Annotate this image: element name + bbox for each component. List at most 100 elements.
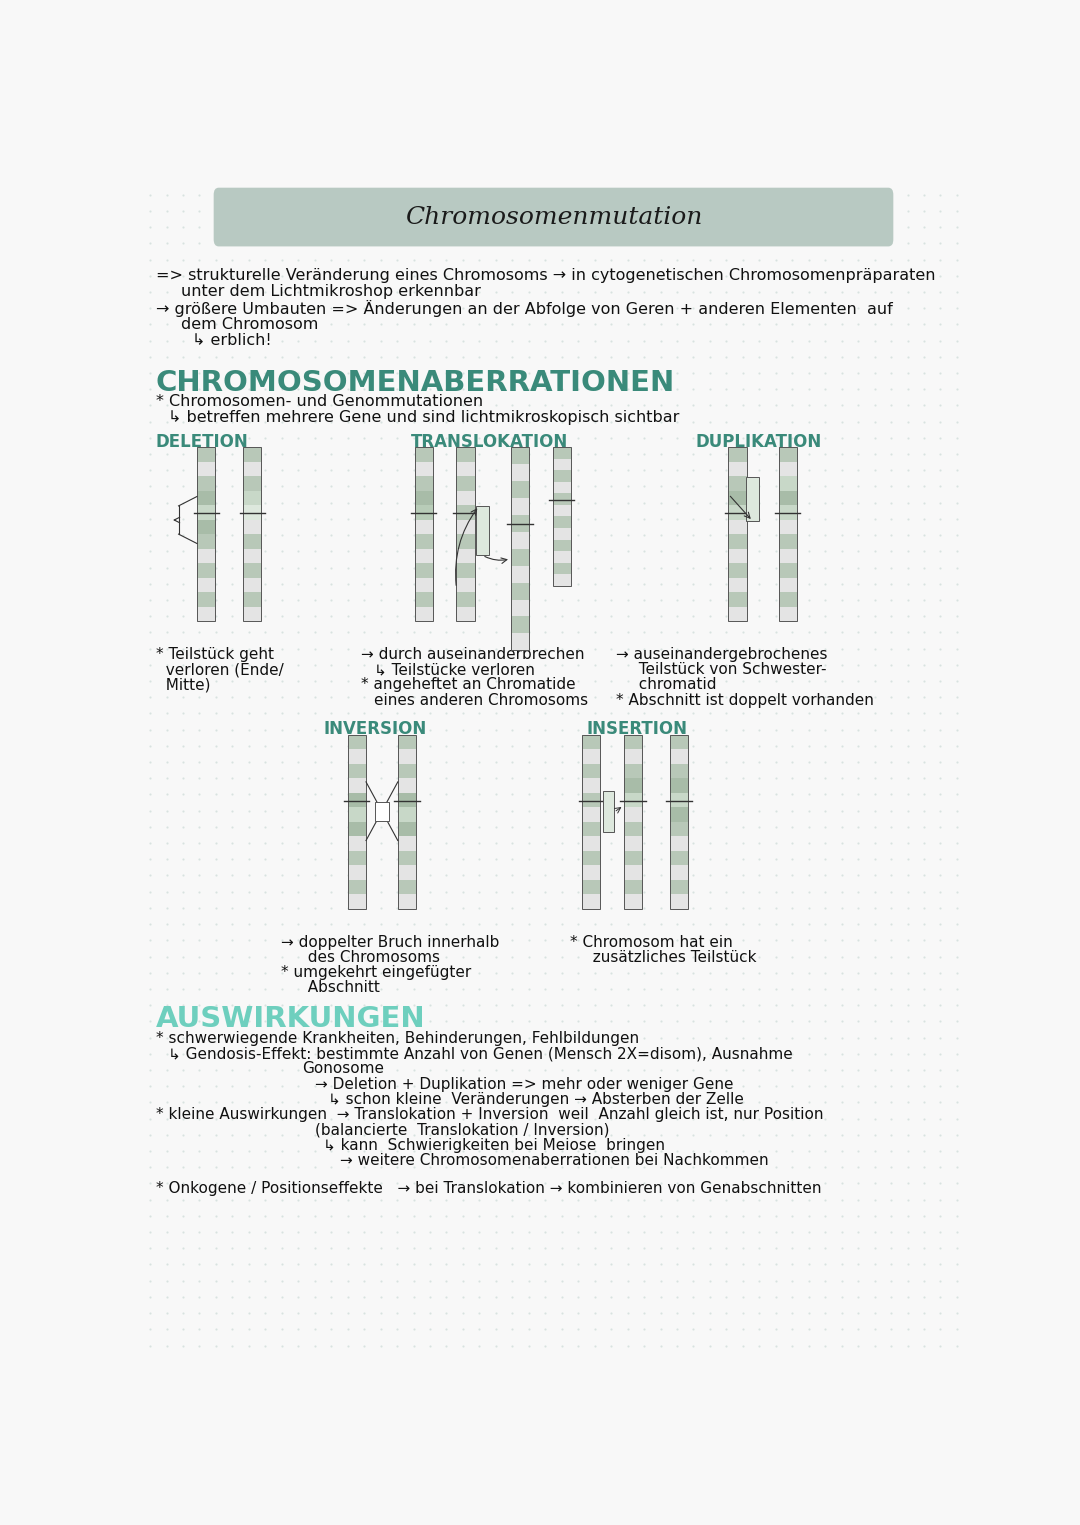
Bar bbox=[457, 476, 475, 491]
Text: verloren (Ende/: verloren (Ende/ bbox=[156, 662, 284, 677]
Text: (balancierte  Translokation / Inversion): (balancierte Translokation / Inversion) bbox=[315, 1122, 609, 1138]
Bar bbox=[553, 459, 571, 470]
Bar bbox=[397, 851, 416, 865]
Bar bbox=[348, 836, 366, 851]
Bar bbox=[624, 894, 643, 909]
Bar bbox=[197, 462, 215, 476]
Bar bbox=[728, 592, 747, 607]
Bar bbox=[415, 476, 433, 491]
Text: * angeheftet an Chromatide: * angeheftet an Chromatide bbox=[361, 677, 576, 692]
Text: → weitere Chromosomenaberrationen bei Nachkommen: → weitere Chromosomenaberrationen bei Na… bbox=[340, 1153, 769, 1168]
Bar bbox=[348, 735, 366, 749]
Bar bbox=[348, 822, 366, 836]
Text: Chromosomenmutation: Chromosomenmutation bbox=[405, 206, 702, 229]
Text: * umgekehrt eingefügter: * umgekehrt eingefügter bbox=[282, 965, 472, 981]
Text: INSERTION: INSERTION bbox=[588, 720, 688, 738]
Bar bbox=[670, 793, 688, 807]
Bar bbox=[728, 462, 747, 476]
Bar bbox=[197, 534, 215, 549]
Bar bbox=[457, 447, 475, 621]
Bar bbox=[397, 894, 416, 909]
Bar bbox=[728, 505, 747, 520]
Text: TRANSLOKATION: TRANSLOKATION bbox=[411, 433, 568, 451]
Bar bbox=[779, 578, 797, 592]
Text: Mitte): Mitte) bbox=[156, 677, 211, 692]
Bar bbox=[348, 778, 366, 793]
Bar bbox=[457, 534, 475, 549]
Bar bbox=[582, 735, 600, 749]
Bar bbox=[670, 778, 688, 793]
Bar bbox=[582, 735, 600, 909]
Text: Gonosome: Gonosome bbox=[302, 1061, 384, 1077]
Bar bbox=[779, 549, 797, 563]
Bar bbox=[197, 607, 215, 621]
Bar bbox=[243, 520, 261, 534]
Bar bbox=[397, 880, 416, 894]
Bar bbox=[511, 480, 529, 499]
Bar bbox=[624, 851, 643, 865]
Bar bbox=[348, 865, 366, 880]
Text: INVERSION: INVERSION bbox=[323, 720, 427, 738]
Bar bbox=[553, 447, 571, 586]
Bar bbox=[582, 764, 600, 778]
Bar bbox=[415, 592, 433, 607]
Bar bbox=[511, 499, 529, 515]
Text: * Teilstück geht: * Teilstück geht bbox=[156, 647, 274, 662]
Text: ↳ betreffen mehrere Gene und sind lichtmikroskopisch sichtbar: ↳ betreffen mehrere Gene und sind lichtm… bbox=[168, 410, 679, 424]
Bar bbox=[397, 822, 416, 836]
Text: Abschnitt: Abschnitt bbox=[298, 981, 380, 996]
Text: * Chromosom hat ein: * Chromosom hat ein bbox=[570, 935, 733, 950]
Bar bbox=[582, 880, 600, 894]
Bar bbox=[553, 563, 571, 575]
Bar bbox=[511, 464, 529, 480]
Bar bbox=[670, 880, 688, 894]
Bar bbox=[397, 749, 416, 764]
Text: * Onkogene / Positionseffekte   → bei Translokation → kombinieren von Genabschni: * Onkogene / Positionseffekte → bei Tran… bbox=[156, 1180, 822, 1196]
Text: ↳ erblich!: ↳ erblich! bbox=[192, 334, 271, 348]
Bar bbox=[779, 462, 797, 476]
Bar bbox=[553, 517, 571, 528]
Bar bbox=[197, 563, 215, 578]
Bar bbox=[415, 447, 433, 462]
Text: → doppelter Bruch innerhalb: → doppelter Bruch innerhalb bbox=[282, 935, 500, 950]
Bar bbox=[779, 563, 797, 578]
Bar bbox=[670, 735, 688, 909]
Bar bbox=[779, 534, 797, 549]
Bar bbox=[728, 607, 747, 621]
Bar bbox=[397, 735, 416, 909]
Bar bbox=[511, 515, 529, 532]
Bar bbox=[415, 549, 433, 563]
Bar bbox=[779, 491, 797, 505]
Bar bbox=[728, 549, 747, 563]
Bar bbox=[197, 447, 215, 462]
Bar bbox=[670, 822, 688, 836]
Bar bbox=[553, 528, 571, 540]
Bar bbox=[728, 563, 747, 578]
Bar bbox=[779, 476, 797, 491]
Bar bbox=[779, 505, 797, 520]
Bar bbox=[457, 563, 475, 578]
Text: * kleine Auswirkungen  → Translokation + Inversion  weil  Anzahl gleich ist, nur: * kleine Auswirkungen → Translokation + … bbox=[156, 1107, 823, 1122]
Bar bbox=[397, 778, 416, 793]
Bar bbox=[397, 793, 416, 807]
Bar bbox=[197, 476, 215, 491]
Bar bbox=[511, 447, 529, 464]
Bar bbox=[348, 880, 366, 894]
Bar bbox=[553, 494, 571, 505]
Bar bbox=[415, 447, 433, 621]
Bar bbox=[457, 578, 475, 592]
Bar bbox=[511, 599, 529, 616]
Bar bbox=[553, 505, 571, 517]
Bar bbox=[415, 491, 433, 505]
Bar bbox=[415, 563, 433, 578]
Bar bbox=[670, 894, 688, 909]
Bar bbox=[511, 566, 529, 583]
Bar bbox=[415, 607, 433, 621]
Bar bbox=[197, 549, 215, 563]
Bar bbox=[582, 793, 600, 807]
Bar bbox=[457, 592, 475, 607]
Bar bbox=[582, 836, 600, 851]
Bar bbox=[582, 894, 600, 909]
Text: → größere Umbauten => Änderungen an der Abfolge von Geren + anderen Elementen  a: → größere Umbauten => Änderungen an der … bbox=[156, 300, 893, 317]
Bar bbox=[348, 807, 366, 822]
